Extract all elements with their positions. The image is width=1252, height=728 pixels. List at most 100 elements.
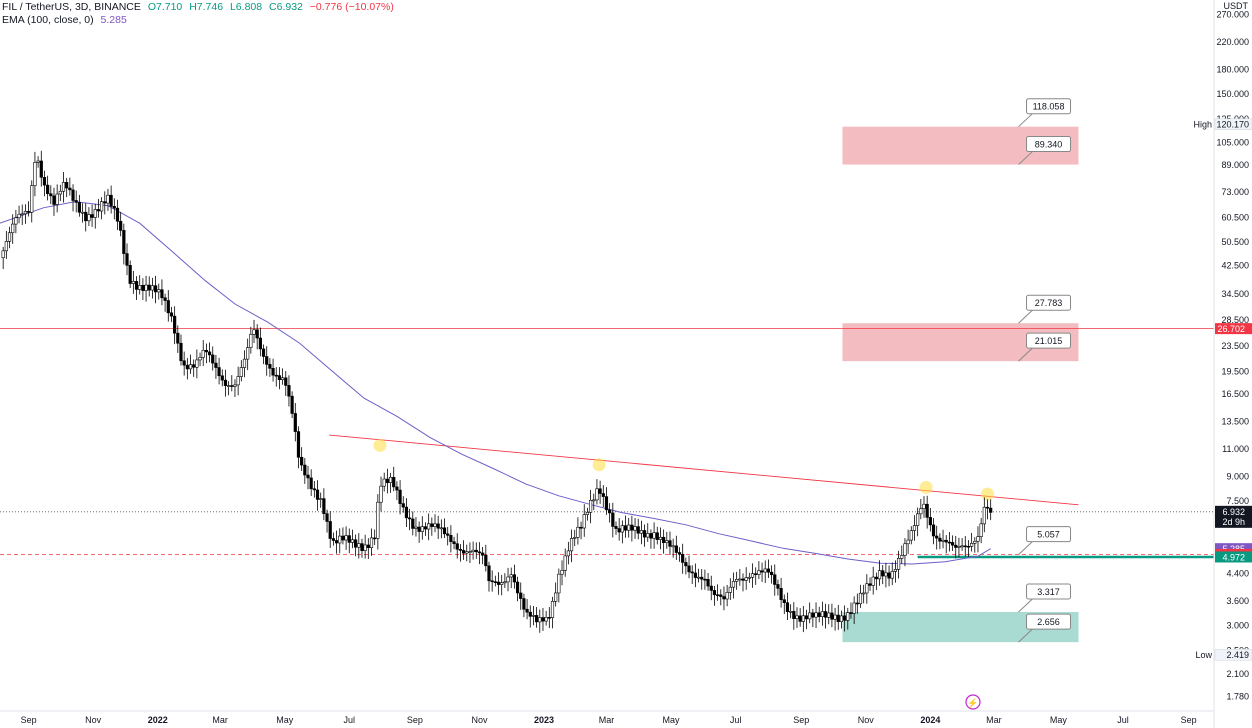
candle-body [541, 617, 545, 622]
candle-body [331, 538, 336, 541]
candle-body [236, 376, 240, 386]
callout-box-1 [1026, 136, 1072, 153]
x-tick-label: Mar [599, 715, 615, 725]
candle-body [96, 209, 101, 212]
candle-body [252, 329, 256, 335]
candle-body [354, 539, 358, 548]
candle-body [798, 615, 802, 622]
candle-body [68, 187, 72, 191]
candle-body [134, 281, 139, 290]
candle-body [131, 281, 135, 284]
y-tick-label: 23.500 [1221, 341, 1249, 351]
candle-body [728, 586, 732, 593]
candle-body [830, 612, 834, 620]
candle-body [388, 476, 393, 484]
touch-marker-3 [980, 487, 994, 501]
candle-body [439, 527, 443, 530]
candle-body [858, 592, 863, 605]
candle-body [776, 584, 780, 589]
candle-body [976, 536, 980, 542]
x-tick-label: Nov [85, 715, 102, 725]
candle-body [46, 184, 50, 194]
candles [1, 150, 993, 633]
candle-body [277, 375, 282, 380]
candle-body [290, 395, 294, 414]
candle-body [569, 538, 574, 552]
candle-body [582, 514, 586, 529]
candle-body [138, 285, 142, 290]
candle-body [563, 555, 567, 571]
candle-body [93, 209, 97, 218]
candle-body [430, 523, 434, 527]
candle-body [449, 535, 453, 542]
candle-body [865, 583, 869, 594]
candle-body [515, 581, 520, 594]
candle-body [811, 612, 815, 618]
candle-body [414, 526, 418, 529]
high-tag-label: High [1193, 119, 1212, 129]
candle-body [550, 601, 555, 619]
candle-body [408, 517, 412, 520]
y-tick-label: 73.000 [1221, 187, 1249, 197]
candle-body [585, 512, 590, 515]
candle-body [719, 594, 723, 597]
candle-body [912, 525, 917, 531]
candle-body [80, 211, 85, 214]
candle-body [392, 476, 396, 488]
candle-body [1, 250, 5, 259]
candle-body [785, 602, 790, 612]
candle-body [227, 385, 231, 387]
candle-body [446, 533, 450, 536]
y-tick-label: 34.500 [1221, 289, 1249, 299]
y-tick-label: 1.780 [1226, 692, 1249, 702]
ema-label[interactable]: EMA (100, close, 0) [2, 14, 94, 26]
candle-body [538, 617, 542, 623]
candle-body [188, 364, 193, 370]
candle-body [312, 488, 316, 491]
candle-body [928, 517, 932, 526]
candle-body [455, 543, 459, 550]
callout-box-0 [1026, 98, 1072, 115]
symbol-header: FIL / TetherUS, 3D, BINANCE O7.710 H7.74… [2, 1, 398, 13]
x-tick-label: 2024 [920, 715, 940, 725]
candle-body [61, 182, 66, 192]
candle-body [630, 524, 634, 531]
candle-body [395, 486, 399, 491]
low-badge [1214, 649, 1252, 661]
candle-body [868, 583, 872, 586]
candle-body [458, 548, 463, 551]
candle-body [303, 464, 307, 476]
candle-body [242, 358, 247, 368]
candle-body [487, 565, 491, 582]
candle-body [506, 576, 510, 583]
candle-body [652, 532, 656, 539]
candle-body [360, 543, 364, 551]
candle-body [204, 349, 208, 353]
candle-body [817, 612, 821, 617]
candle-body [461, 550, 466, 554]
candle-body [712, 590, 717, 596]
candle-body [490, 580, 494, 583]
candle-body [814, 612, 818, 618]
candle-body [58, 190, 62, 195]
candle-body [617, 528, 621, 533]
y-tick-label: 89.000 [1221, 160, 1249, 170]
y-tick-label: 19.500 [1221, 366, 1249, 376]
low-value: L6.808 [229, 1, 263, 13]
high-badge-value: 120.170 [1216, 119, 1249, 129]
candle-body [344, 535, 348, 541]
candle-body [703, 578, 707, 581]
candle-body [941, 539, 945, 542]
symbol-label[interactable]: FIL / TetherUS, 3D, BINANCE [2, 1, 141, 13]
candle-body [887, 572, 891, 579]
candle-body [950, 542, 955, 546]
candle-body [763, 568, 767, 573]
candle-body [39, 160, 43, 178]
x-tick-label: May [276, 715, 294, 725]
candle-body [947, 541, 951, 544]
candle-body [985, 506, 990, 509]
candle-body [328, 521, 332, 539]
candle-body [687, 565, 691, 573]
candle-body [960, 545, 964, 548]
